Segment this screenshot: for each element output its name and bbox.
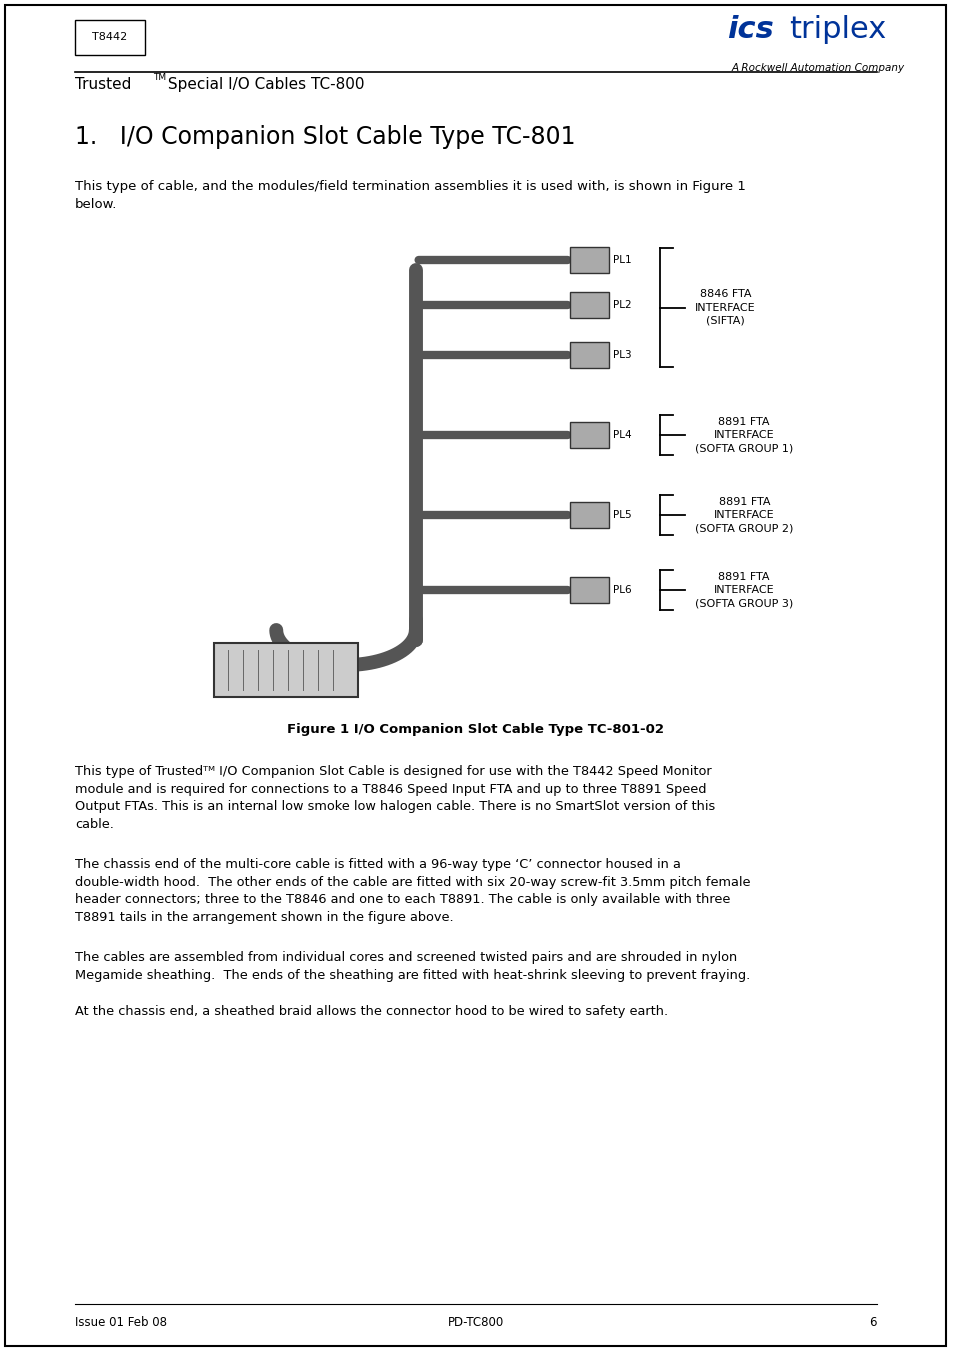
Text: This type of Trustedᵀᴹ I/O Companion Slot Cable is designed for use with the T84: This type of Trustedᵀᴹ I/O Companion Slo… bbox=[74, 765, 715, 831]
Text: This type of cable, and the modules/field termination assemblies it is used with: This type of cable, and the modules/fiel… bbox=[74, 180, 745, 211]
FancyBboxPatch shape bbox=[570, 247, 609, 273]
Text: PL4: PL4 bbox=[613, 430, 631, 440]
Text: 8846 FTA
INTERFACE
(SIFTA): 8846 FTA INTERFACE (SIFTA) bbox=[695, 289, 755, 326]
Text: 8891 FTA
INTERFACE
(SOFTA GROUP 3): 8891 FTA INTERFACE (SOFTA GROUP 3) bbox=[695, 571, 793, 608]
Text: PL2: PL2 bbox=[613, 300, 631, 309]
Text: PL6: PL6 bbox=[613, 585, 631, 594]
Text: TM: TM bbox=[152, 73, 166, 82]
Text: 8891 FTA
INTERFACE
(SOFTA GROUP 2): 8891 FTA INTERFACE (SOFTA GROUP 2) bbox=[695, 497, 793, 534]
Text: ics: ics bbox=[726, 15, 773, 45]
Text: triplex: triplex bbox=[788, 15, 885, 45]
Text: The cables are assembled from individual cores and screened twisted pairs and ar: The cables are assembled from individual… bbox=[74, 951, 749, 981]
Text: PD-TC800: PD-TC800 bbox=[447, 1316, 503, 1329]
Text: 6: 6 bbox=[868, 1316, 876, 1329]
FancyBboxPatch shape bbox=[570, 577, 609, 603]
Text: At the chassis end, a sheathed braid allows the connector hood to be wired to sa: At the chassis end, a sheathed braid all… bbox=[74, 1005, 667, 1019]
Text: Special I/O Cables TC-800: Special I/O Cables TC-800 bbox=[162, 77, 364, 92]
Text: T8442: T8442 bbox=[92, 32, 127, 42]
Text: A Rockwell Automation Company: A Rockwell Automation Company bbox=[731, 63, 904, 73]
Text: PL3: PL3 bbox=[613, 350, 631, 359]
Text: The chassis end of the multi-core cable is fitted with a 96-way type ‘C’ connect: The chassis end of the multi-core cable … bbox=[74, 858, 749, 924]
FancyBboxPatch shape bbox=[570, 503, 609, 528]
Text: PL5: PL5 bbox=[613, 509, 631, 520]
Text: Trusted: Trusted bbox=[74, 77, 131, 92]
Text: 8891 FTA
INTERFACE
(SOFTA GROUP 1): 8891 FTA INTERFACE (SOFTA GROUP 1) bbox=[695, 417, 793, 453]
Text: Figure 1 I/O Companion Slot Cable Type TC-801-02: Figure 1 I/O Companion Slot Cable Type T… bbox=[287, 723, 663, 736]
Text: 1.   I/O Companion Slot Cable Type TC-801: 1. I/O Companion Slot Cable Type TC-801 bbox=[74, 126, 575, 149]
FancyBboxPatch shape bbox=[214, 643, 357, 697]
FancyBboxPatch shape bbox=[570, 422, 609, 449]
FancyBboxPatch shape bbox=[570, 342, 609, 367]
FancyBboxPatch shape bbox=[74, 20, 145, 55]
Text: PL1: PL1 bbox=[613, 255, 631, 265]
Text: Issue 01 Feb 08: Issue 01 Feb 08 bbox=[74, 1316, 167, 1329]
FancyBboxPatch shape bbox=[570, 292, 609, 317]
